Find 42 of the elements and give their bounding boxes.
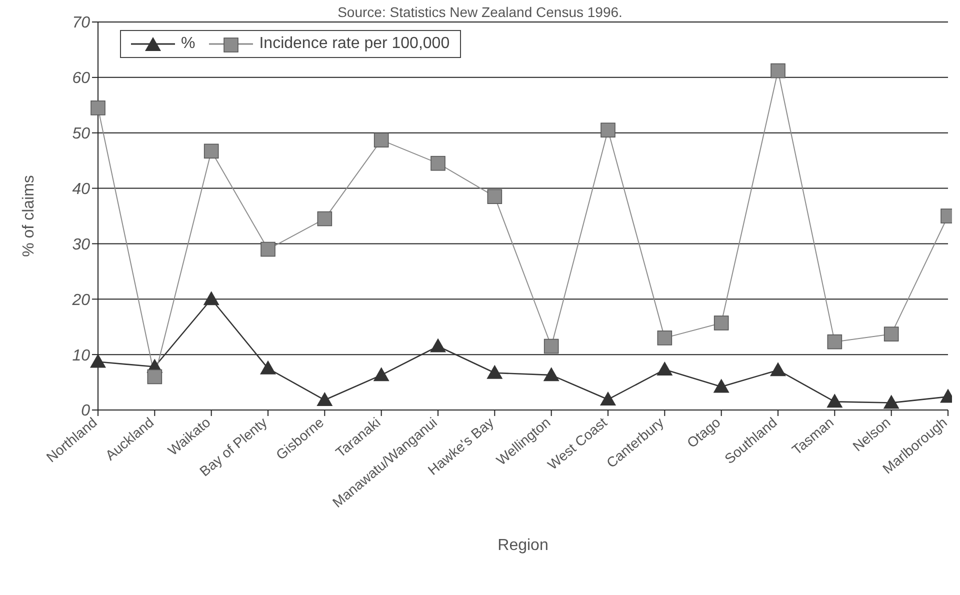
point [203, 291, 220, 306]
legend-label: % [181, 35, 196, 53]
point [600, 391, 616, 406]
point [374, 132, 389, 148]
point [486, 364, 503, 379]
y-tick-label: 60 [72, 70, 90, 88]
chart-subtitle: Source: Statistics New Zealand Census 1996. [338, 4, 622, 20]
y-tick-label: 20 [71, 292, 90, 309]
point [487, 189, 502, 204]
y-axis-title: % of claims [20, 175, 38, 257]
point [147, 369, 162, 384]
point [657, 330, 672, 346]
point [827, 334, 842, 350]
point [544, 338, 559, 354]
point [770, 362, 786, 376]
point [317, 211, 332, 226]
point [656, 362, 673, 376]
point [714, 316, 729, 330]
point [90, 100, 106, 116]
y-tick-label: 0 [81, 402, 90, 420]
point [430, 156, 446, 171]
point [600, 122, 616, 138]
point [204, 144, 219, 159]
point [543, 367, 560, 382]
point [770, 63, 786, 78]
point [90, 354, 106, 368]
point [430, 338, 446, 352]
x-axis-title: Region [498, 537, 548, 554]
point [260, 242, 276, 257]
y-tick-label: 40 [72, 180, 90, 198]
point [713, 378, 730, 393]
y-tick-label: 30 [72, 236, 90, 254]
point [883, 394, 900, 409]
legend-label: Incidence rate per 100,000 [259, 35, 450, 53]
point [826, 394, 843, 408]
y-tick-label: 50 [72, 126, 90, 143]
point [884, 326, 899, 342]
point [373, 367, 390, 382]
point [316, 392, 333, 406]
point [260, 360, 276, 374]
y-tick-label: 70 [72, 14, 90, 32]
y-tick-label: 10 [72, 347, 90, 364]
